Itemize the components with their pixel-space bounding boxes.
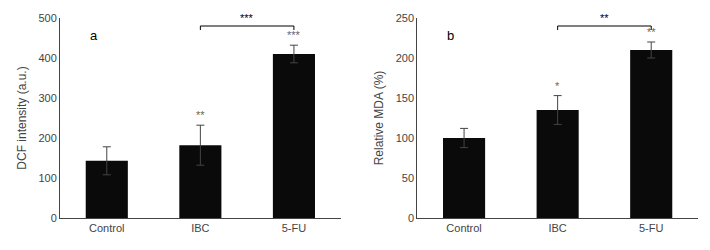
svg-text:5-FU: 5-FU <box>282 222 307 234</box>
svg-text:*: * <box>555 80 560 92</box>
svg-text:Control: Control <box>446 222 481 234</box>
svg-text:**: ** <box>647 26 656 38</box>
svg-text:0: 0 <box>408 212 414 224</box>
svg-text:**: ** <box>196 109 205 121</box>
svg-text:150: 150 <box>396 92 414 104</box>
svg-text:DCF intensity (a.u.): DCF intensity (a.u.) <box>15 66 29 169</box>
svg-text:200: 200 <box>38 132 56 144</box>
svg-text:50: 50 <box>402 172 414 184</box>
svg-text:500: 500 <box>38 12 56 24</box>
svg-text:0: 0 <box>51 212 57 224</box>
svg-text:IBC: IBC <box>548 222 566 234</box>
svg-text:Relative MDA (%): Relative MDA (%) <box>372 71 386 166</box>
svg-text:**: ** <box>600 12 609 24</box>
svg-text:IBC: IBC <box>191 222 209 234</box>
svg-text:Control: Control <box>89 222 124 234</box>
svg-text:5-FU: 5-FU <box>639 222 664 234</box>
svg-text:***: *** <box>287 29 301 41</box>
svg-text:200: 200 <box>396 52 414 64</box>
svg-text:b: b <box>447 28 454 43</box>
svg-text:a: a <box>90 28 98 43</box>
svg-text:400: 400 <box>38 52 56 64</box>
svg-text:250: 250 <box>396 12 414 24</box>
svg-text:100: 100 <box>396 132 414 144</box>
svg-text:100: 100 <box>38 172 56 184</box>
svg-text:300: 300 <box>38 92 56 104</box>
svg-text:***: *** <box>240 12 254 24</box>
